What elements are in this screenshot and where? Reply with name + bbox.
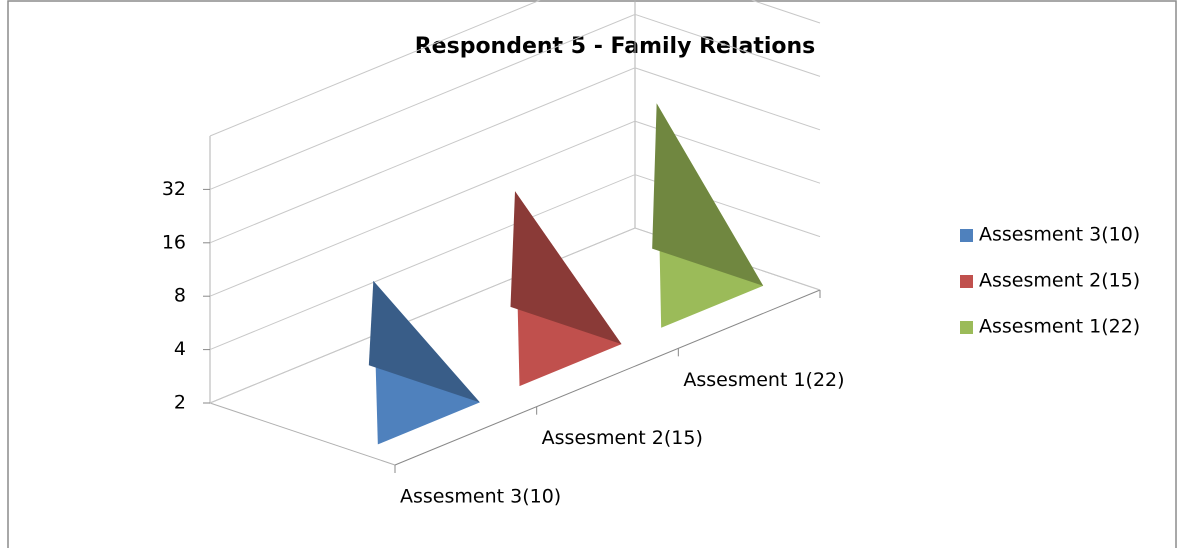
grid-line (209, 174, 821, 351)
grid-line (209, 0, 821, 137)
x-tick-label: Assesment 2(15) (542, 427, 703, 449)
legend-label: Assesment 2(15) (979, 270, 1140, 292)
pyramid-face (510, 191, 622, 345)
y-tick-label: 2 (174, 392, 186, 414)
chart-title: Respondent 5 - Family Relations (415, 34, 816, 59)
legend-swatch (960, 229, 973, 242)
legend-label: Assesment 1(22) (979, 316, 1140, 338)
x-axis (394, 289, 821, 466)
grid-line (209, 13, 821, 190)
floor-edge (209, 402, 396, 466)
y-tick-label: 8 (174, 285, 186, 307)
y-tick-label: 32 (162, 178, 186, 200)
pyramid-face (368, 280, 480, 403)
chart-frame (7, 0, 1177, 552)
legend-swatch (960, 321, 973, 334)
legend-swatch (960, 275, 973, 288)
x-tick-label: Assesment 3(10) (400, 486, 561, 508)
grid-line (209, 67, 821, 244)
grid-line (209, 227, 821, 404)
y-tick-label: 16 (162, 231, 186, 253)
pyramid-face (652, 103, 764, 286)
x-tick-label: Assesment 1(22) (683, 369, 844, 391)
grid-line (209, 120, 821, 297)
legend-label: Assesment 3(10) (979, 224, 1140, 246)
y-tick-label: 4 (174, 338, 186, 360)
